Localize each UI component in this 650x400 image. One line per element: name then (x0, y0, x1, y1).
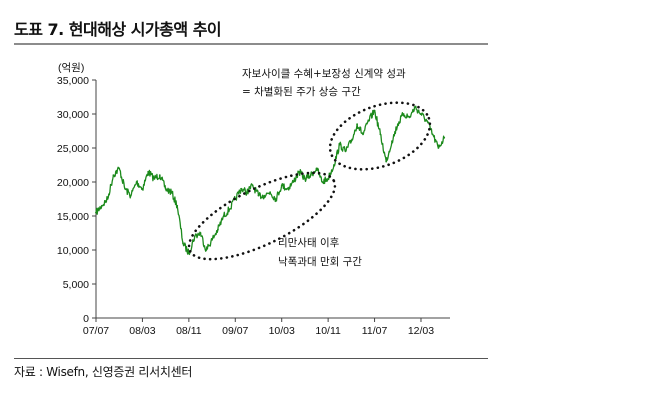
data-point (135, 181, 138, 183)
data-point (158, 174, 161, 177)
data-point (182, 242, 184, 245)
data-point (408, 116, 411, 119)
data-point (391, 140, 393, 143)
y-tick-label: 35,000 (57, 75, 89, 87)
recovery-annotation-line-1: 리만사태 이후 (278, 237, 340, 249)
x-tick-label: 08/11 (176, 325, 202, 337)
y-tick-label: 10,000 (57, 245, 89, 257)
market-cap-series-line (95, 105, 445, 256)
data-point (443, 136, 446, 139)
data-point (251, 184, 254, 187)
data-point (385, 160, 388, 163)
y-tick-label: 0 (83, 313, 89, 325)
data-point (315, 167, 318, 170)
data-point (321, 181, 324, 183)
data-point (176, 204, 179, 207)
data-point (222, 215, 225, 217)
data-point (147, 170, 150, 173)
data-point (153, 177, 155, 180)
data-point (112, 174, 115, 177)
y-tick-label: 5,000 (63, 279, 89, 291)
rally-period-highlight-ellipse (328, 101, 432, 171)
data-point (373, 109, 376, 112)
title-divider (14, 43, 488, 45)
x-tick-label: 12/03 (408, 325, 434, 337)
x-axis: 07/07 08/03 08/11 09/07 10/03 10/11 11/07 12/03 (83, 317, 450, 337)
data-point (205, 249, 208, 251)
data-point (350, 140, 353, 143)
data-point (141, 187, 144, 190)
recovery-period-highlight-ellipse (187, 171, 337, 261)
data-point (124, 187, 126, 190)
y-tick-label: 15,000 (57, 211, 89, 223)
data-point (118, 167, 121, 170)
data-point (193, 235, 196, 238)
data-point (228, 208, 231, 211)
data-point (425, 119, 428, 122)
data-point (240, 187, 243, 190)
y-axis-unit-label: (억원) (58, 62, 84, 74)
x-tick-label: 09/07 (222, 325, 248, 337)
data-point (100, 204, 103, 207)
data-point (217, 228, 219, 231)
x-tick-label: 11/07 (362, 325, 388, 337)
data-point (414, 106, 417, 109)
x-tick-label: 10/11 (315, 325, 341, 337)
data-point (379, 133, 382, 136)
data-point (292, 181, 295, 183)
rally-annotation-line-1: 자보사이클 수혜+보장성 신계약 성과 (242, 68, 406, 80)
data-point (338, 143, 341, 146)
data-point (327, 177, 329, 180)
data-point (344, 150, 347, 153)
data-point (199, 232, 202, 234)
data-point (275, 198, 277, 200)
y-tick-label: 30,000 (57, 109, 89, 121)
data-point (298, 170, 300, 173)
y-axis: 0 5,000 10,000 15,000 20,000 25,000 30,000 35,0… (57, 75, 97, 325)
data-point (362, 133, 364, 136)
figure-title: 도표 7. 현대해상 시가총액 추이 (14, 20, 222, 39)
data-point (309, 174, 312, 177)
data-point (263, 194, 266, 197)
source-divider (14, 358, 488, 359)
rally-annotation-line-2: = 차별화된 주가 상승 구간 (242, 86, 361, 98)
data-point (164, 187, 167, 190)
data-point (420, 113, 422, 115)
data-point (170, 191, 173, 194)
y-tick-label: 25,000 (57, 143, 89, 155)
data-point (367, 119, 370, 122)
data-point (333, 164, 335, 166)
data-point (95, 211, 97, 214)
y-tick-label: 20,000 (57, 177, 89, 189)
data-point (211, 238, 214, 241)
data-point (257, 194, 260, 197)
data-point (280, 184, 283, 187)
data-point (129, 194, 132, 197)
data-point (396, 123, 399, 126)
data-point (286, 187, 289, 190)
x-tick-label: 10/03 (269, 325, 295, 337)
data-point (304, 177, 306, 180)
data-point (188, 252, 190, 255)
data-point (431, 133, 434, 136)
source-note: 자료 : Wisefn, 신영증권 리서치센터 (14, 365, 193, 379)
data-point (402, 113, 405, 115)
x-tick-label: 08/03 (129, 325, 155, 337)
x-tick-label: 07/07 (83, 325, 109, 337)
data-point (246, 191, 248, 194)
recovery-annotation-line-2: 낙폭과대 만회 구간 (278, 256, 362, 268)
data-point (106, 198, 109, 200)
data-point (356, 123, 358, 126)
data-point (269, 191, 271, 194)
data-point (437, 147, 440, 149)
series-group (95, 105, 446, 256)
